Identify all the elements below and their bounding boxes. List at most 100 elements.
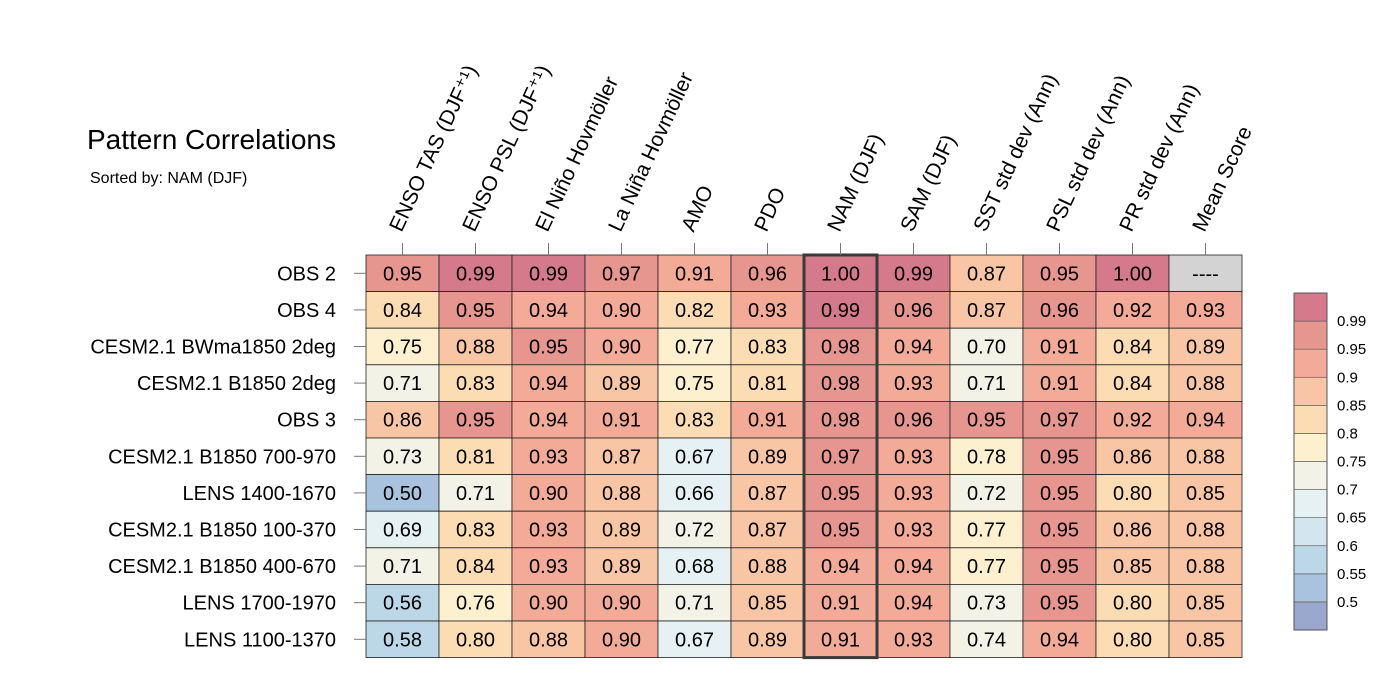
cell-value: 0.95 [383,263,422,285]
heatmap-cell [949,400,1024,439]
cell-value: 0.56 [383,593,422,615]
cell-value: 0.90 [602,593,641,615]
heatmap-cell [1095,510,1170,549]
cell-value: 0.94 [529,373,568,395]
cell-value: 0.90 [602,337,641,359]
row-label: OBS 4 [277,300,336,322]
cell-value: 0.85 [1186,593,1225,615]
cell-value: 0.80 [456,629,495,651]
heatmap-cell [730,547,805,585]
cell-value: 0.77 [967,520,1006,542]
cell-value: 0.75 [675,373,714,395]
heatmap-cell [511,327,586,366]
cell-value: 0.99 [821,300,860,322]
cell-value: 0.88 [456,337,495,359]
row-label: CESM2.1 B1850 2deg [137,373,336,395]
heatmap-cell [1022,291,1097,329]
cell-value: 0.91 [602,410,641,432]
column-label: El Niño Hovmöller [531,73,623,235]
heatmap-cell [438,437,513,475]
heatmap-cell [365,510,440,549]
colorbar-segment [1293,433,1328,462]
cell-value: 0.82 [675,300,714,322]
cell-value: 0.91 [1040,337,1079,359]
heatmap-cell [1168,327,1243,366]
cell-value: 0.81 [748,373,787,395]
colorbar-segment [1293,461,1328,490]
cell-value: 0.97 [602,263,641,285]
colorbar-tick-label: 0.55 [1337,566,1366,583]
column-label: PDO [750,184,790,235]
cell-value: 0.95 [1040,483,1079,505]
cell-value: 0.95 [967,410,1006,432]
heatmap-cell [1095,254,1170,292]
heatmap-cell [949,584,1024,622]
cell-value: 0.93 [894,446,933,468]
chart-subtitle: Sorted by: NAM (DJF) [90,170,248,187]
colorbar-frame [1293,292,1328,631]
column-label: SAM (DJF) [896,131,961,235]
row-label: CESM2.1 B1850 700-970 [108,446,336,468]
cell-value: 0.98 [821,410,860,432]
cell-value: 1.00 [821,263,860,285]
heatmap-cell [1095,547,1170,585]
cell-value: 0.94 [894,593,933,615]
cell-value: 0.89 [602,556,641,578]
cell-value: 0.96 [894,300,933,322]
heatmap-cell [803,620,878,658]
cell-value: 0.90 [602,629,641,651]
heatmap-cell [365,584,440,622]
row-label: OBS 2 [277,263,336,285]
cell-value: 0.76 [456,593,495,615]
heatmap-cell [1022,547,1097,585]
heatmap-cell [584,620,659,658]
cell-value: 0.93 [1186,300,1225,322]
colorbar-segment [1293,573,1328,603]
cell-value: 0.71 [675,593,714,615]
heatmap-cell [657,291,732,329]
heatmap-cell [949,437,1024,475]
heatmap-cell [876,474,951,512]
cell-value: 0.88 [1186,446,1225,468]
colorbar-segment [1293,348,1328,378]
cell-value: 0.96 [748,263,787,285]
cell-value: 0.93 [748,300,787,322]
heatmap-cell [876,400,951,439]
cell-value: 0.95 [1040,520,1079,542]
colorbar-segment [1293,489,1328,518]
row-label: LENS 1100-1370 [184,629,336,651]
colorbar-segment [1293,405,1328,434]
cell-value: 0.86 [1113,520,1152,542]
column-label: AMO [677,182,718,235]
heatmap-cell [1022,254,1097,292]
cell-value: 0.93 [894,629,933,651]
cell-value: 0.93 [529,556,568,578]
colorbar-tick-label: 0.85 [1337,397,1366,414]
cell-value: 0.93 [894,483,933,505]
cell-value: 0.87 [748,520,787,542]
cell-value: 0.69 [383,520,422,542]
cell-value: 0.99 [529,263,568,285]
heatmap-cell [1095,620,1170,658]
colorbar-segment [1293,292,1328,322]
cell-value: 0.87 [967,263,1006,285]
cell-value: 0.97 [1040,410,1079,432]
cell-value: 0.92 [1113,300,1152,322]
cell-value: 0.88 [1186,520,1225,542]
colorbar-tick-label: 0.7 [1337,482,1358,499]
heatmap-cell [1022,327,1097,366]
cell-value: 0.70 [967,337,1006,359]
heatmap-cell [438,291,513,329]
heatmap-cell [949,620,1024,658]
heatmap-cell [876,510,951,549]
column-label: PR std dev (Ann) [1115,80,1203,235]
cell-value: 0.87 [748,483,787,505]
heatmap-cell [511,364,586,402]
cell-value: 0.58 [383,629,422,651]
cell-value: 0.67 [675,446,714,468]
cell-value: 0.91 [748,410,787,432]
heatmap-cell [365,254,440,292]
cell-value: 0.83 [456,373,495,395]
cell-value: 0.94 [529,410,568,432]
cell-value: 0.95 [456,410,495,432]
